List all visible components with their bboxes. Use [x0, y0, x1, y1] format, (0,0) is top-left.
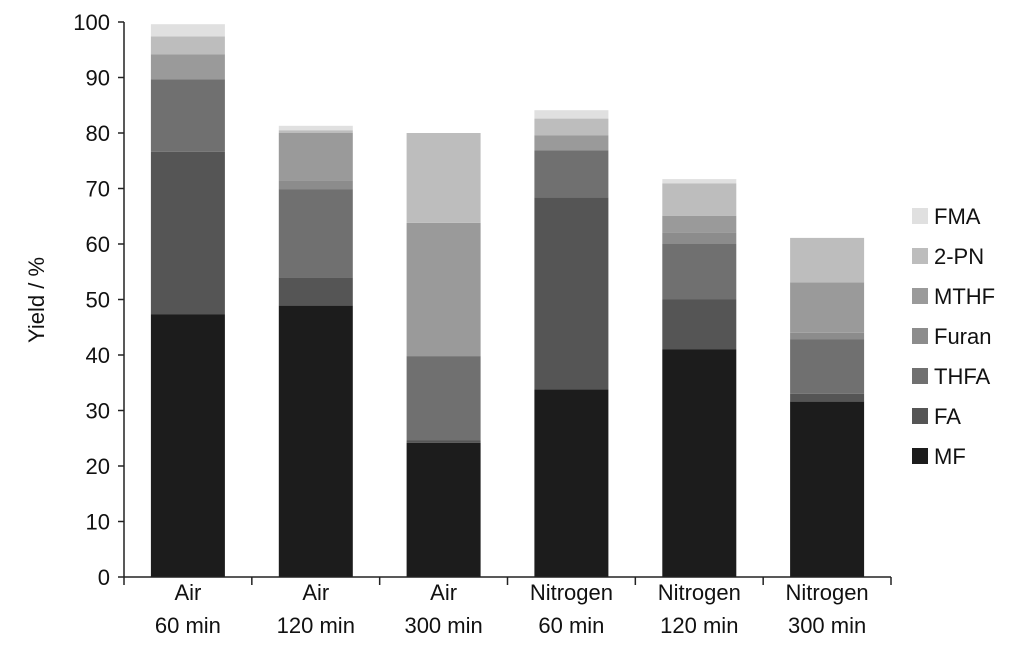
x-category-label: Air [430, 580, 457, 605]
y-tick-label: 30 [86, 399, 110, 424]
legend-label-fa: FA [934, 404, 961, 429]
x-category-label: Nitrogen [786, 580, 869, 605]
x-category-label: Air [174, 580, 201, 605]
legend-label-mthf: MTHF [934, 284, 995, 309]
bar-segment-fa-5 [662, 299, 737, 350]
legend: FMA 2-PN MTHF Furan THFA FA MF [912, 204, 995, 469]
bar-segment-fa-6 [790, 393, 865, 402]
x-category-label: 60 min [155, 613, 221, 638]
legend-swatch-furan [912, 328, 928, 344]
axes-layer [118, 21, 892, 585]
x-category-label: 60 min [538, 613, 604, 638]
bar-segment-thfa-6 [790, 339, 865, 394]
bar-segment-mthf-5 [662, 215, 737, 233]
bar-segment-2-pn-4 [534, 118, 609, 136]
bar-segment-mf-6 [790, 401, 865, 577]
y-tick-label: 10 [86, 510, 110, 535]
bar-segment-mf-3 [406, 442, 481, 577]
y-tick-label: 90 [86, 66, 110, 91]
bar-segment-thfa-3 [406, 356, 481, 441]
y-tick-label: 70 [86, 177, 110, 202]
bar-segment-2-pn-1 [150, 36, 225, 55]
bar-segment-mf-2 [278, 305, 353, 577]
legend-swatch-mf [912, 448, 928, 464]
y-tick-labels: 0 10 20 30 40 50 60 70 80 90 100 [73, 10, 110, 590]
bar-segment-furan-6 [790, 332, 865, 340]
y-axis-title: Yield / % [24, 257, 49, 343]
bar-segment-furan-5 [662, 232, 737, 244]
bar-segment-mf-4 [534, 389, 609, 577]
legend-label-mf: MF [934, 444, 966, 469]
bars-layer [150, 24, 865, 577]
legend-swatch-fa [912, 408, 928, 424]
bar-segment-fma-5 [662, 179, 737, 184]
bar-segment-fma-2 [278, 125, 353, 131]
x-category-label: 300 min [404, 613, 482, 638]
x-category-label: 300 min [788, 613, 866, 638]
y-tick-label: 60 [86, 232, 110, 257]
bar-segment-mthf-4 [534, 135, 609, 151]
bar-segment-mthf-2 [278, 133, 353, 181]
bar-segment-fa-2 [278, 277, 353, 306]
bar-segment-fa-3 [406, 440, 481, 443]
bar-segment-mf-5 [662, 349, 737, 577]
bar-segment-thfa-2 [278, 189, 353, 278]
x-category-label: Nitrogen [658, 580, 741, 605]
bar-segment-fa-1 [150, 151, 225, 315]
legend-swatch-2-pn [912, 248, 928, 264]
legend-swatch-mthf [912, 288, 928, 304]
y-tick-label: 40 [86, 343, 110, 368]
legend-swatch-thfa [912, 368, 928, 384]
legend-label-2-pn: 2-PN [934, 244, 984, 269]
bar-segment-thfa-4 [534, 150, 609, 198]
bar-segment-mthf-3 [406, 222, 481, 357]
y-tick-label: 50 [86, 288, 110, 313]
bar-segment-2-pn-3 [406, 133, 481, 223]
y-tick-label: 100 [73, 10, 110, 35]
x-category-labels: Air 60 min Air 120 min Air 300 min Nitrogen 60 … [155, 580, 869, 638]
bar-segment-mf-1 [150, 314, 225, 577]
bar-segment-furan-2 [278, 180, 353, 190]
bar-segment-thfa-1 [150, 79, 225, 152]
legend-label-fma: FMA [934, 204, 981, 229]
bar-segment-2-pn-5 [662, 183, 737, 216]
legend-label-furan: Furan [934, 324, 991, 349]
y-tick-label: 0 [98, 565, 110, 590]
bar-segment-fma-4 [534, 110, 609, 119]
x-category-label: Nitrogen [530, 580, 613, 605]
y-tick-label: 20 [86, 454, 110, 479]
bar-segment-mthf-6 [790, 282, 865, 333]
bar-segment-fma-1 [150, 24, 225, 37]
x-category-label: 120 min [277, 613, 355, 638]
bar-segment-fa-4 [534, 197, 609, 390]
y-tick-label: 80 [86, 121, 110, 146]
x-category-label: 120 min [660, 613, 738, 638]
legend-label-thfa: THFA [934, 364, 991, 389]
bar-segment-thfa-5 [662, 244, 737, 300]
bar-segment-2-pn-6 [790, 237, 865, 283]
bar-segment-mthf-1 [150, 54, 225, 80]
bar-segment-2-pn-2 [278, 130, 353, 133]
x-category-label: Air [302, 580, 329, 605]
legend-swatch-fma [912, 208, 928, 224]
